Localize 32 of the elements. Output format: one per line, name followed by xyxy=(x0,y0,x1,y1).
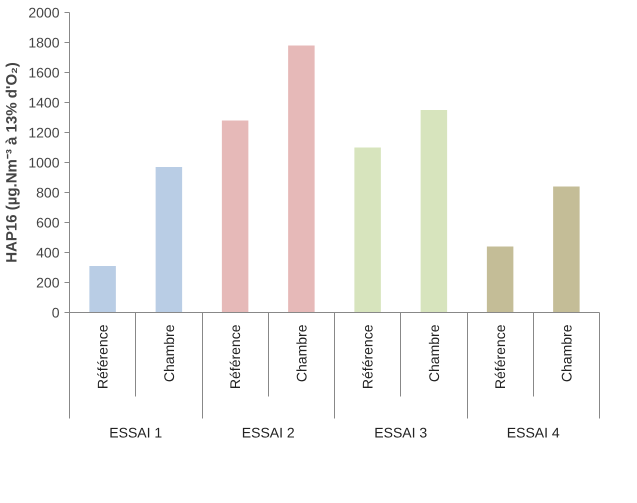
text: ESSAI 2 xyxy=(242,424,295,440)
y-tick-label: 800 xyxy=(36,184,60,200)
bar xyxy=(354,148,381,312)
y-tick-label: 0 xyxy=(52,304,60,320)
bar xyxy=(486,246,514,312)
x-tick-label: Référence xyxy=(227,324,244,390)
y-tick-label: 2000 xyxy=(28,4,60,20)
bar xyxy=(420,110,448,312)
bar xyxy=(288,46,315,312)
bar xyxy=(156,167,182,312)
y-tick-label: 1600 xyxy=(28,64,60,80)
x-tick-label: Chambre xyxy=(293,324,310,382)
bar xyxy=(222,120,248,312)
y-tick-label: 600 xyxy=(36,214,60,230)
x-tick-label: Chambre xyxy=(426,324,442,382)
x-tick-label: Chambre xyxy=(558,324,574,382)
x-tick-label: Référence xyxy=(492,324,508,390)
x-tick-label: Référence xyxy=(360,324,376,390)
y-tick-label: 400 xyxy=(36,244,60,260)
y-tick-label: 1000 xyxy=(28,154,60,170)
text: ESSAI 1 xyxy=(109,424,162,440)
bar xyxy=(553,186,580,312)
x-tick-label: Référence xyxy=(94,324,111,390)
y-tick-label: 1400 xyxy=(28,94,60,110)
text: ESSAI 3 xyxy=(374,424,428,440)
bar xyxy=(89,266,116,312)
x-tick-label: Chambre xyxy=(160,324,177,382)
y-tick-label: 1200 xyxy=(28,124,60,140)
y-tick-label: 1800 xyxy=(28,34,60,50)
y-tick-label: 200 xyxy=(36,274,60,290)
y-axis-title: HAP16 (µg.Nm⁻³ à 13% d'O₂) xyxy=(3,62,20,263)
text: ESSAI 4 xyxy=(506,424,560,440)
